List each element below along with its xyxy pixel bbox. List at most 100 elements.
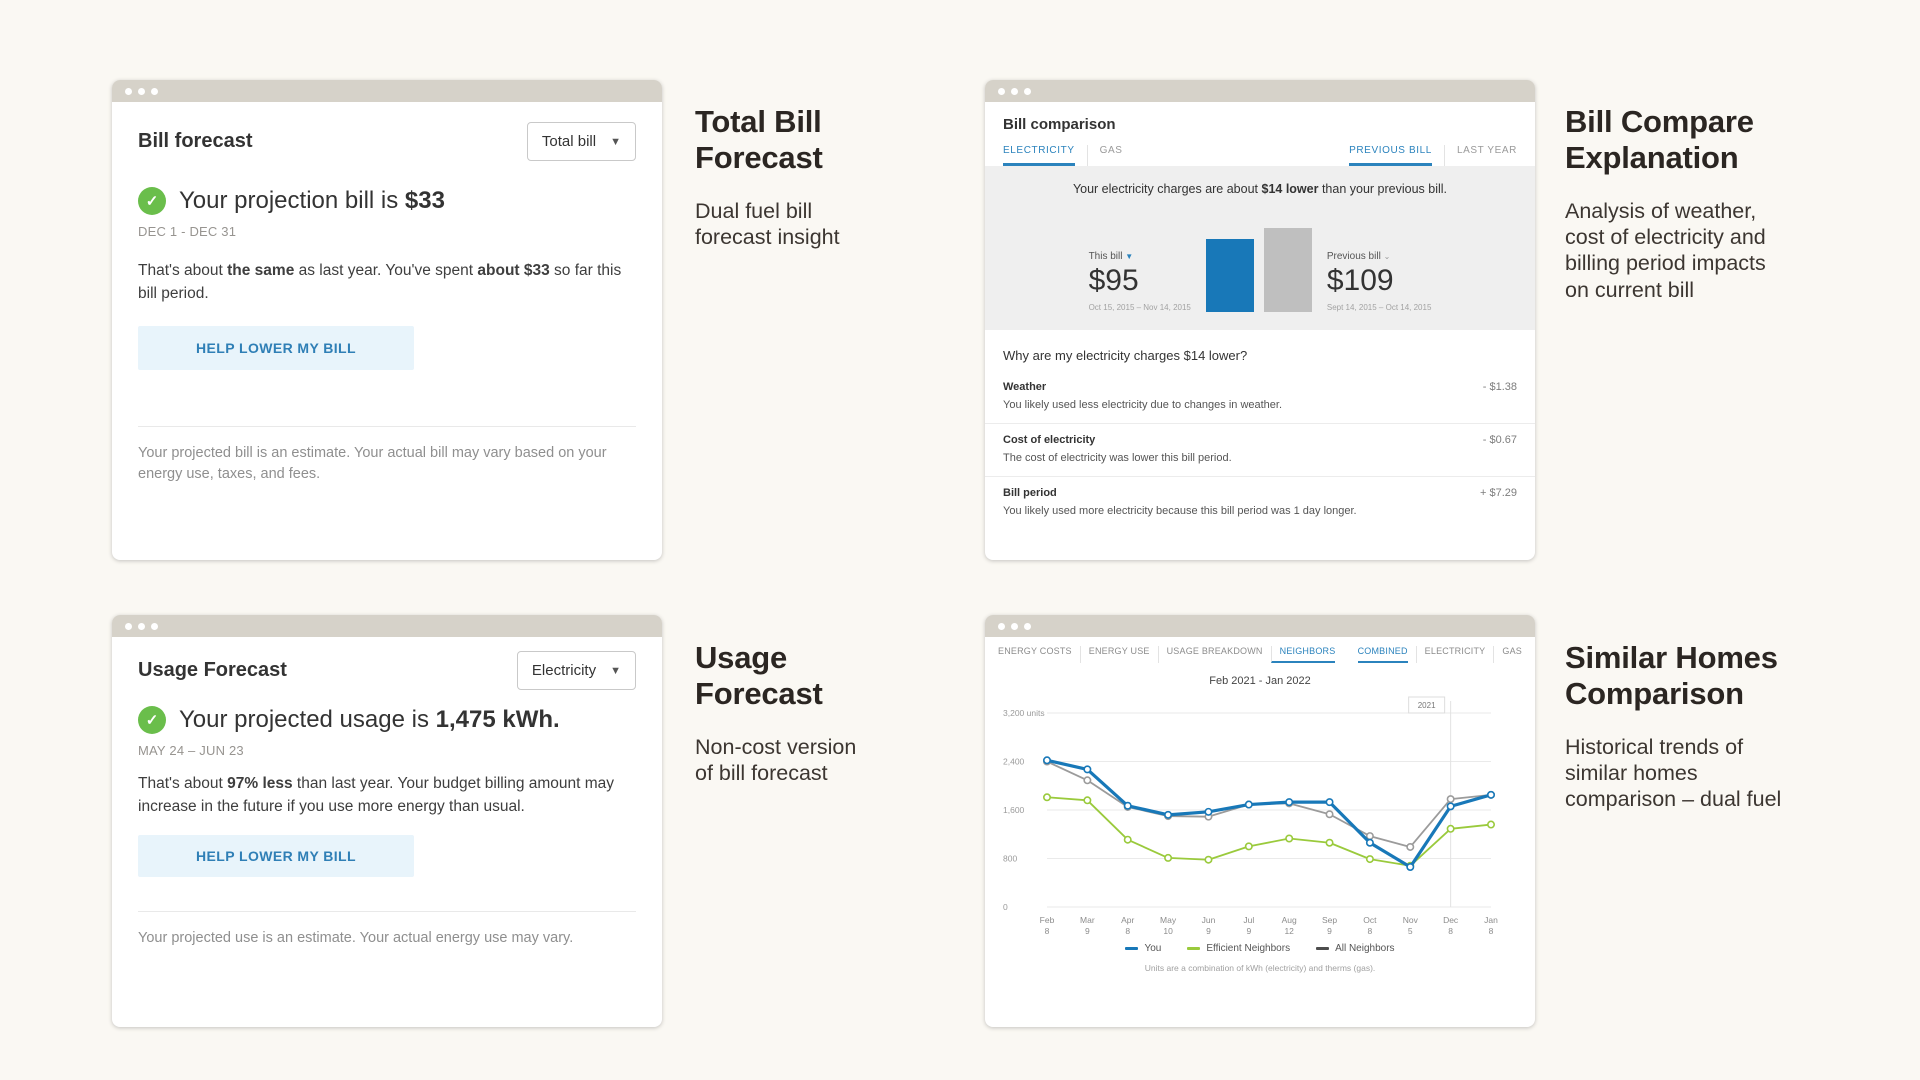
caption-usage-forecast: Usage Forecast Non-cost version of bill …	[695, 640, 875, 786]
tab-gas[interactable]: GAS	[1493, 646, 1522, 663]
fuel-tab-group: ELECTRICITY GAS	[1003, 145, 1123, 166]
svg-text:Nov: Nov	[1403, 915, 1419, 925]
tab-usage-breakdown[interactable]: USAGE BREAKDOWN	[1157, 646, 1263, 663]
svg-text:Mar: Mar	[1080, 915, 1095, 925]
window-dot	[1024, 622, 1031, 630]
chart-title: Feb 2021 - Jan 2022	[1209, 675, 1311, 687]
this-bill-block: This bill ▼ $95 Oct 15, 2015 – Nov 14, 2…	[1089, 251, 1191, 312]
bill-forecast-body: Bill forecast Total bill ▼ ✓ Your projec…	[112, 102, 662, 486]
neighbors-window: ENERGY COSTS ENERGY USE USAGE BREAKDOWN …	[985, 615, 1535, 1027]
fuel-dropdown[interactable]: Total bill ▼	[526, 122, 636, 161]
svg-text:Feb: Feb	[1040, 915, 1055, 925]
fuel-dropdown[interactable]: Electricity ▼	[516, 651, 636, 690]
legend-label: You	[1144, 943, 1162, 954]
help-lower-my-bill-button[interactable]: HELP LOWER MY BILL	[138, 834, 414, 877]
svg-text:8: 8	[1125, 926, 1130, 936]
legend-item: All Neighbors	[1316, 943, 1395, 954]
card-title: Bill forecast	[138, 130, 253, 152]
window-dot	[125, 87, 132, 95]
svg-text:800: 800	[1003, 854, 1017, 864]
svg-text:Dec: Dec	[1443, 915, 1459, 925]
tab-last-year[interactable]: LAST YEAR	[1443, 145, 1517, 166]
tab-neighbors[interactable]: NEIGHBORS	[1270, 646, 1336, 663]
bill-compare-chart[interactable]: This bill ▼ $95 Oct 15, 2015 – Nov 14, 2…	[985, 228, 1535, 312]
window-dot	[138, 622, 145, 630]
comparison-question: Why are my electricity charges $14 lower…	[1003, 348, 1248, 363]
svg-text:12: 12	[1284, 926, 1294, 936]
comparison-banner: Your electricity charges are about $14 l…	[1072, 182, 1448, 196]
caption-heading: Bill Compare Explanation	[1565, 104, 1754, 175]
window-dot	[1011, 622, 1018, 630]
svg-text:9: 9	[1327, 926, 1332, 936]
previous-bill-period: Sept 14, 2015 – Oct 14, 2015	[1326, 303, 1432, 312]
factor-description: The cost of electricity was lower this b…	[1003, 452, 1232, 464]
legend-item: Efficient Neighbors	[1187, 943, 1290, 954]
tab-combined[interactable]: COMBINED	[1357, 646, 1408, 663]
svg-text:8: 8	[1448, 926, 1453, 936]
nav-tab-group: ENERGY COSTS ENERGY USE USAGE BREAKDOWN …	[998, 646, 1336, 663]
caption-heading: Usage Forecast	[695, 640, 823, 711]
fuel-dropdown-label: Electricity	[531, 662, 597, 679]
svg-text:Oct: Oct	[1363, 915, 1377, 925]
caption-bill-compare: Bill Compare Explanation Analysis of wea…	[1565, 104, 1790, 303]
svg-text:Sep: Sep	[1322, 915, 1337, 925]
svg-text:0: 0	[1003, 902, 1008, 912]
help-lower-my-bill-button[interactable]: HELP LOWER MY BILL	[138, 325, 414, 370]
svg-text:Apr: Apr	[1121, 915, 1134, 925]
disclaimer-text: Your projected bill is an estimate. Your…	[138, 444, 607, 483]
this-bill-period: Oct 15, 2015 – Nov 14, 2015	[1088, 303, 1191, 312]
card-title: Usage Forecast	[138, 659, 287, 681]
tab-previous-bill[interactable]: PREVIOUS BILL	[1349, 145, 1432, 166]
tab-electricity[interactable]: ELECTRICITY	[1003, 145, 1075, 166]
tab-electricity[interactable]: ELECTRICITY	[1415, 646, 1486, 663]
svg-text:8: 8	[1368, 926, 1373, 936]
svg-text:1,600: 1,600	[1003, 805, 1025, 815]
svg-text:9: 9	[1206, 926, 1211, 936]
factor-amount: - $0.67	[1482, 434, 1517, 446]
svg-text:2021: 2021	[1418, 701, 1436, 710]
factor-amount: + $7.29	[1479, 487, 1517, 499]
window-dot	[1011, 87, 1018, 95]
factor-list: Weather - $1.38 You likely used less ele…	[985, 371, 1535, 529]
billing-period: DEC 1 - DEC 31	[138, 224, 237, 239]
legend-label: All Neighbors	[1335, 943, 1395, 954]
caption-heading: Similar Homes Comparison	[1565, 640, 1778, 711]
factor-name: Weather	[1003, 381, 1047, 393]
fuel-dropdown-label: Total bill	[541, 133, 597, 150]
billing-period: MAY 24 – JUN 23	[138, 743, 244, 758]
caption-sub: Non-cost version of bill forecast	[695, 734, 857, 786]
headline-value: $33	[404, 187, 445, 214]
window-dot	[998, 87, 1005, 95]
svg-text:9: 9	[1085, 926, 1090, 936]
window-dot	[151, 622, 158, 630]
usage-forecast-window: Usage Forecast Electricity ▼ ✓ Your proj…	[112, 615, 662, 1027]
previous-bill-block: Previous bill ⌄ $109 Sept 14, 2015 – Oct…	[1327, 251, 1432, 312]
divider	[138, 425, 636, 427]
chart-footnote: Units are a combination of kWh (electric…	[1144, 963, 1376, 973]
compare-bar	[1263, 228, 1312, 312]
factor-row: Weather - $1.38 You likely used less ele…	[985, 371, 1535, 423]
comparison-tab-bar: ELECTRICITY GAS PREVIOUS BILL LAST YEAR	[985, 145, 1535, 166]
view-tab-group: COMBINED ELECTRICITY GAS	[1357, 646, 1522, 663]
svg-text:Jun: Jun	[1202, 915, 1216, 925]
legend-dash	[1187, 947, 1201, 950]
caption-sub: Historical trends of similar homes compa…	[1565, 734, 1782, 812]
svg-text:8: 8	[1045, 926, 1050, 936]
svg-text:May: May	[1160, 915, 1177, 925]
headline-text: Your projected usage is	[179, 706, 436, 733]
compare-tab-group: PREVIOUS BILL LAST YEAR	[1349, 145, 1517, 166]
tab-gas[interactable]: GAS	[1086, 145, 1123, 166]
factor-description: You likely used less electricity due to …	[1003, 399, 1283, 411]
card-title: Bill comparison	[1003, 116, 1116, 133]
tab-energy-costs[interactable]: ENERGY COSTS	[998, 646, 1072, 656]
window-titlebar	[112, 80, 662, 102]
divider	[138, 910, 636, 912]
comparison-chart-panel: Your electricity charges are about $14 l…	[985, 166, 1535, 330]
tab-energy-use[interactable]: ENERGY USE	[1079, 646, 1150, 663]
chevron-down-icon: ⌄	[1383, 252, 1391, 261]
svg-text:3,200 units: 3,200 units	[1003, 708, 1045, 718]
chevron-down-icon: ▼	[610, 135, 621, 148]
window-dot	[1024, 87, 1031, 95]
window-titlebar	[985, 80, 1535, 102]
